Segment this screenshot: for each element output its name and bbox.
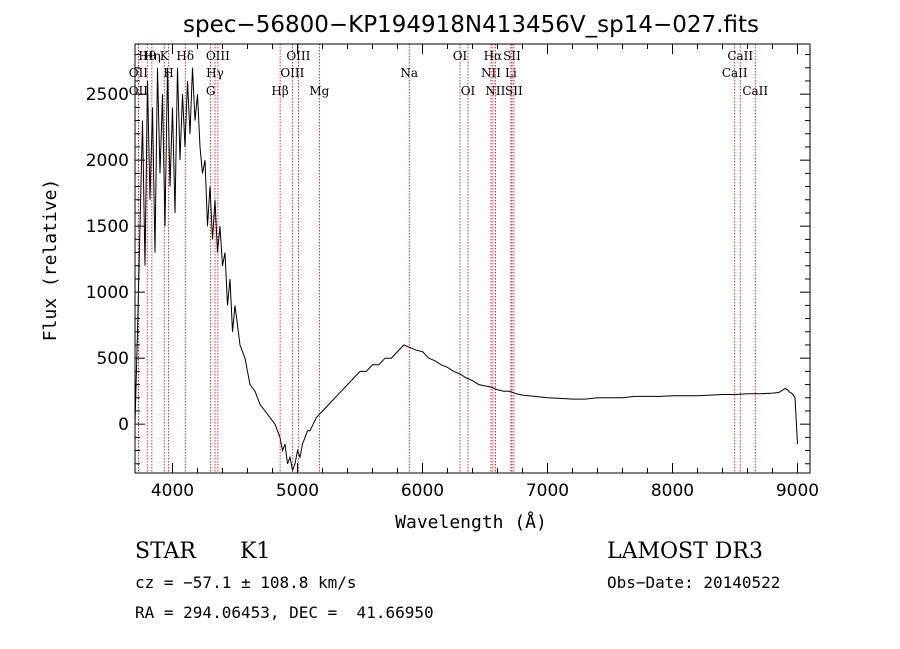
y-tick-label: 2500 (86, 85, 129, 105)
plot-frame (134, 43, 811, 474)
x-tick-label: 8000 (651, 481, 694, 501)
line-marker-label: NII (481, 66, 501, 80)
y-tick-label: 0 (118, 415, 129, 435)
x-axis-label: Wavelength (Å) (395, 511, 547, 533)
line-marker-label: H (163, 66, 173, 80)
x-tick-label: 6000 (401, 481, 444, 501)
line-marker-label: OII (129, 66, 149, 80)
line-marker-label: Hδ (176, 49, 194, 63)
x-tick-label: 7000 (526, 481, 569, 501)
redshift-value: cz = −57.1 ± 108.8 km/s (135, 573, 357, 592)
line-marker-label: K (160, 49, 170, 63)
line-marker-label: Na (400, 66, 418, 80)
y-tick-label: 500 (97, 349, 129, 369)
line-marker-label: Li (505, 66, 517, 80)
x-axis: 4000 5000 6000 7000 8000 9000 (151, 44, 819, 501)
line-marker-label: OI (461, 84, 476, 98)
line-marker-label: Hη (143, 49, 161, 63)
line-marker-label: CaII (742, 84, 768, 98)
y-tick-label: 1000 (86, 283, 129, 303)
y-tick-label: 2000 (86, 151, 129, 171)
x-tick-label: 5000 (276, 481, 319, 501)
line-marker-label: NII (485, 84, 505, 98)
line-marker-label: CaII (722, 66, 748, 80)
line-marker-label: SII (503, 49, 521, 63)
line-marker-label: OΙI (129, 84, 149, 98)
line-marker-label: Mg (309, 84, 329, 98)
y-tick-label: 1500 (86, 217, 129, 237)
line-marker-label: SII (505, 84, 523, 98)
line-marker-label: G (206, 84, 216, 98)
line-marker-label: OI (453, 49, 468, 63)
line-marker-label: Hγ (206, 66, 224, 80)
line-marker-label: OIII (286, 49, 310, 63)
observation-date: Obs−Date: 20140522 (607, 573, 781, 592)
x-tick-label: 9000 (776, 481, 819, 501)
chart-title: spec−56800−KP194918N413456V_sp14−027.fit… (183, 12, 759, 38)
spectrum-line-0 (134, 67, 798, 473)
spectrum-series (134, 67, 798, 473)
line-marker-label: Hα (484, 49, 503, 63)
line-marker-label: OIII (206, 49, 230, 63)
object-class: STAR (135, 539, 196, 564)
x-tick-label: 4000 (151, 481, 194, 501)
coordinates: RA = 294.06453, DEC = 41.66950 (135, 603, 434, 622)
line-marker-label: Hβ (271, 84, 288, 98)
line-marker-label: OIII (280, 66, 304, 80)
object-subclass: K1 (240, 539, 271, 564)
survey-name: LAMOST DR3 (607, 539, 763, 564)
y-axis: 0 500 1000 1500 2000 2500 (86, 54, 810, 465)
line-marker-label: CaII (727, 49, 753, 63)
y-axis-label: Flux (relative) (40, 179, 61, 342)
